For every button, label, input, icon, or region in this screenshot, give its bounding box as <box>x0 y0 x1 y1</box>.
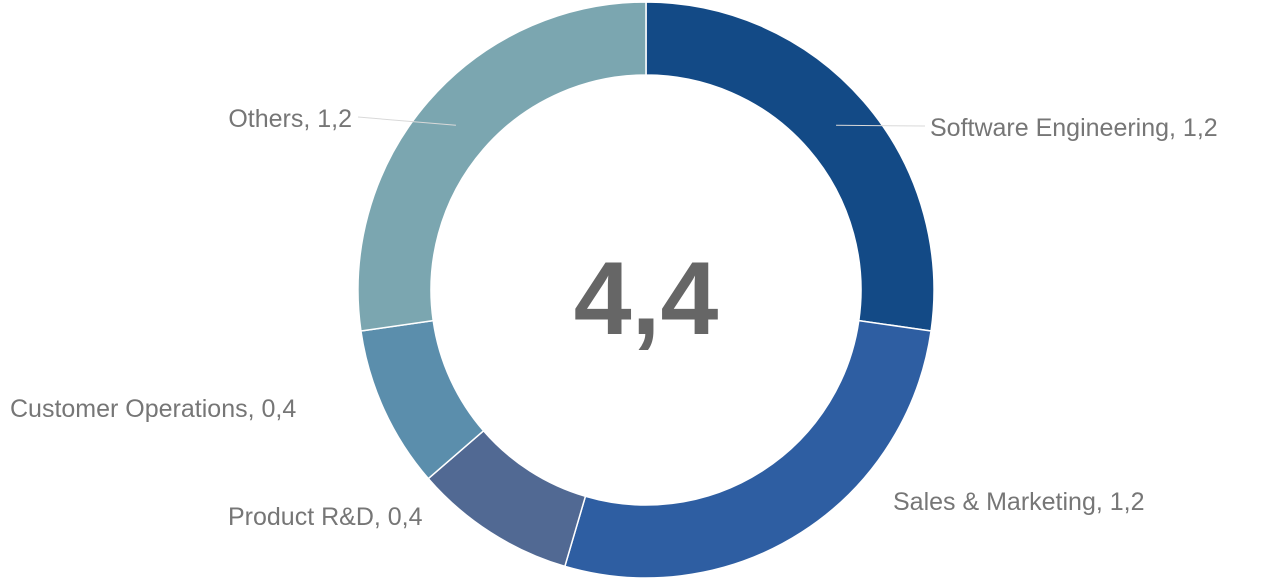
slice-label: Product R&D, 0,4 <box>228 503 423 531</box>
slice-label: Others, 1,2 <box>228 105 352 133</box>
slice-label: Software Engineering, 1,2 <box>930 114 1218 142</box>
leader-line <box>836 124 926 127</box>
slice-sales-marketing <box>563 319 932 578</box>
slice-label: Sales & Marketing, 1,2 <box>893 488 1145 516</box>
leader-line <box>357 116 456 126</box>
slice-label: Customer Operations, 0,4 <box>10 395 296 423</box>
slice-others <box>357 1 647 332</box>
center-total-label: 4,4 <box>574 241 719 357</box>
